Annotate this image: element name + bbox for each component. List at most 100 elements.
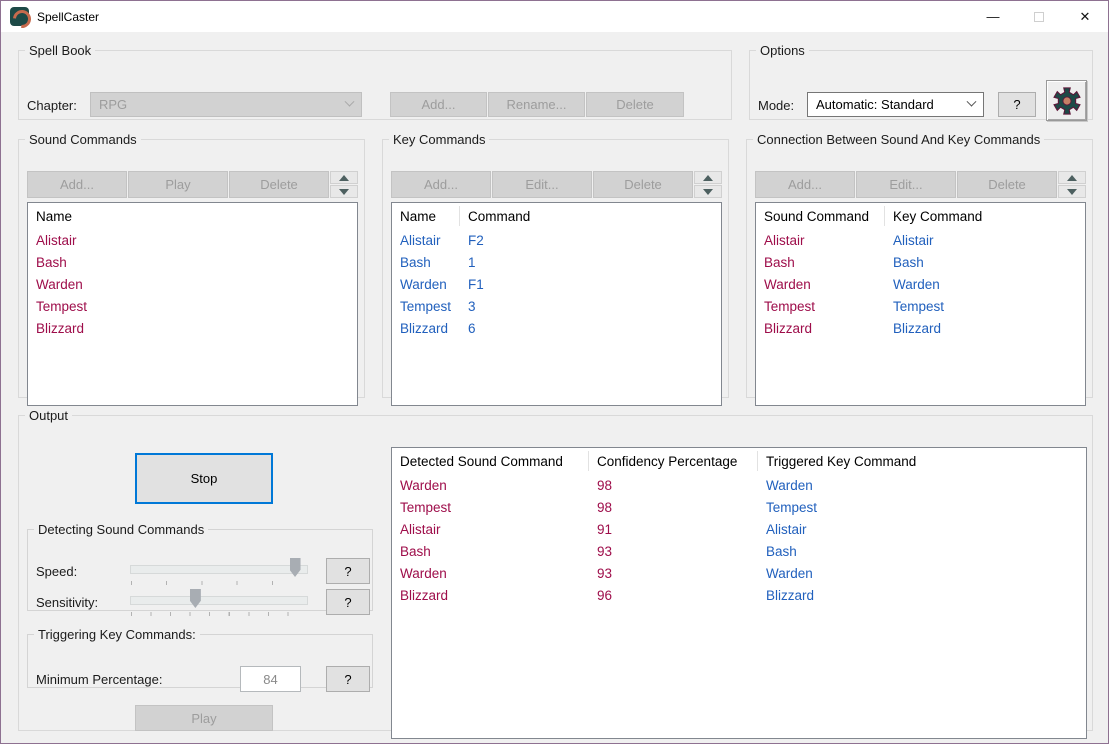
list-item[interactable]: Alistair	[28, 229, 357, 251]
confidency-cell: 91	[597, 521, 613, 537]
list-item[interactable]: Warden F1	[392, 273, 721, 295]
settings-button[interactable]	[1046, 80, 1087, 121]
chapter-value: RPG	[99, 97, 128, 112]
key-command: 3	[468, 298, 476, 314]
delete-chapter-button: Delete	[586, 92, 684, 117]
triggered-key-cell: Bash	[766, 543, 797, 559]
table-row[interactable]: Tempest 98 Tempest	[392, 496, 1086, 518]
table-row[interactable]: Bash 93 Bash	[392, 540, 1086, 562]
rename-chapter-button: Rename...	[488, 92, 585, 117]
list-item[interactable]: Blizzard	[28, 317, 357, 339]
move-down-button[interactable]	[330, 185, 358, 198]
arrow-up-icon	[703, 174, 713, 181]
list-item[interactable]: Tempest Tempest	[756, 295, 1085, 317]
title-bar: SpellCaster — ✕	[1, 1, 1108, 32]
add-key-button: Add...	[391, 171, 491, 198]
table-row[interactable]: Warden 93 Warden	[392, 562, 1086, 584]
triggering-title: Triggering Key Commands:	[38, 627, 196, 642]
table-row[interactable]: Alistair 91 Alistair	[392, 518, 1086, 540]
sensitivity-help-button[interactable]: ?	[326, 589, 370, 615]
minimum-percentage-help-button[interactable]: ?	[326, 666, 370, 692]
connection-sound: Blizzard	[764, 320, 813, 336]
sound-commands-toolbar: Add... Play Delete	[27, 171, 358, 198]
triggered-key-cell: Alistair	[766, 521, 807, 537]
minimum-percentage-input[interactable]	[240, 666, 301, 692]
list-header: Name Command	[392, 203, 721, 229]
speed-slider[interactable]	[130, 556, 308, 586]
slider-thumb[interactable]	[189, 589, 201, 608]
confidency-cell: 93	[597, 543, 613, 559]
sound-commands-list[interactable]: Name Alistair Bash Warden	[27, 202, 358, 406]
slider-thumb[interactable]	[289, 558, 301, 577]
table-row[interactable]: Blizzard 96 Blizzard	[392, 584, 1086, 606]
arrow-up-icon	[1067, 174, 1077, 181]
list-item[interactable]: Tempest	[28, 295, 357, 317]
list-item[interactable]: Bash	[28, 251, 357, 273]
list-item[interactable]: Alistair F2	[392, 229, 721, 251]
key-commands-group: Key Commands Add... Edit... Delete Name …	[382, 132, 729, 406]
move-up-button[interactable]	[1058, 171, 1086, 184]
list-item[interactable]: Alistair Alistair	[756, 229, 1085, 251]
key-name: Blizzard	[400, 320, 449, 336]
column-header-confidency: Confidency Percentage	[589, 451, 758, 471]
move-up-button[interactable]	[330, 171, 358, 184]
triggered-key-cell: Tempest	[766, 499, 818, 515]
key-command: 6	[468, 320, 476, 336]
delete-connection-button: Delete	[957, 171, 1057, 198]
mode-help-button[interactable]: ?	[998, 92, 1036, 117]
arrow-down-icon	[703, 188, 713, 195]
list-item[interactable]: Warden	[28, 273, 357, 295]
list-item[interactable]: Blizzard Blizzard	[756, 317, 1085, 339]
stop-button[interactable]: Stop	[135, 453, 273, 504]
list-item[interactable]: Blizzard 6	[392, 317, 721, 339]
move-down-button[interactable]	[1058, 185, 1086, 198]
output-group: Output Stop Detecting Sound Commands Spe…	[18, 408, 1093, 739]
list-header: Name	[28, 203, 357, 229]
confidency-cell: 98	[597, 499, 613, 515]
key-name: Alistair	[400, 232, 441, 248]
key-commands-list[interactable]: Name Command Alistair F2 Bash 1	[391, 202, 722, 406]
mode-value: Automatic: Standard	[816, 97, 934, 112]
gear-icon	[1052, 86, 1081, 115]
options-title: Options	[760, 43, 805, 58]
slider-track	[130, 565, 308, 574]
connection-sound: Tempest	[764, 298, 816, 314]
detected-sound-cell: Warden	[400, 565, 447, 581]
detecting-title: Detecting Sound Commands	[38, 522, 205, 537]
detected-sound-cell: Bash	[400, 543, 431, 559]
confidency-cell: 93	[597, 565, 613, 581]
key-command: 1	[468, 254, 476, 270]
detecting-group: Detecting Sound Commands Speed: ? Sensit…	[27, 522, 373, 616]
app-icon	[10, 7, 29, 26]
list-item[interactable]: Warden Warden	[756, 273, 1085, 295]
key-reorder-spinner	[694, 171, 722, 198]
maximize-icon	[1034, 11, 1044, 22]
chapter-combo: RPG	[90, 92, 362, 117]
list-item[interactable]: Bash Bash	[756, 251, 1085, 273]
mode-combo[interactable]: Automatic: Standard	[807, 92, 984, 117]
close-icon: ✕	[1079, 8, 1091, 24]
minimize-button[interactable]: —	[970, 1, 1016, 32]
connections-list[interactable]: Sound Command Key Command Alistair Alist…	[755, 202, 1086, 406]
move-up-button[interactable]	[694, 171, 722, 184]
mode-label: Mode:	[758, 98, 795, 113]
delete-key-button: Delete	[593, 171, 693, 198]
slider-track	[130, 596, 308, 605]
spell-book-title: Spell Book	[29, 43, 92, 58]
table-row[interactable]: Warden 98 Warden	[392, 474, 1086, 496]
list-item[interactable]: Bash 1	[392, 251, 721, 273]
connections-group: Connection Between Sound And Key Command…	[746, 132, 1093, 406]
speed-help-button[interactable]: ?	[326, 558, 370, 584]
column-header-name: Name	[36, 208, 73, 224]
close-button[interactable]: ✕	[1062, 1, 1108, 32]
sensitivity-slider[interactable]	[130, 587, 308, 617]
move-down-button[interactable]	[694, 185, 722, 198]
list-item[interactable]: Tempest 3	[392, 295, 721, 317]
confidency-cell: 96	[597, 587, 613, 603]
add-connection-button: Add...	[755, 171, 855, 198]
maximize-button[interactable]	[1016, 1, 1062, 32]
output-results-list[interactable]: Detected Sound Command Confidency Percen…	[391, 447, 1087, 739]
detected-sound-cell: Alistair	[400, 521, 441, 537]
output-title: Output	[29, 408, 69, 423]
